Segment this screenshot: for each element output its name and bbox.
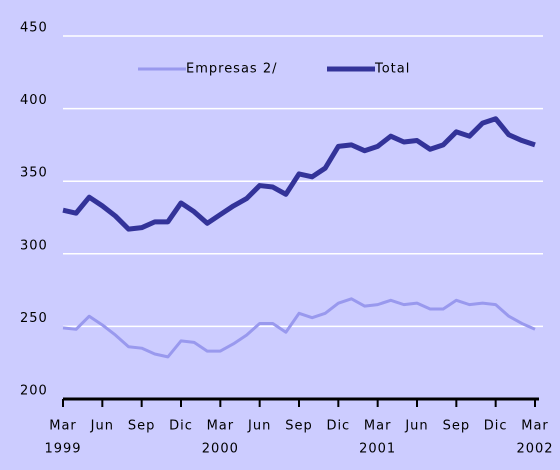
- y-tick-label: 300: [20, 238, 48, 253]
- y-tick-label: 200: [20, 384, 48, 399]
- legend-label: Total: [374, 62, 410, 77]
- x-year-label: 1999: [44, 442, 81, 457]
- legend-label: Empresas 2/: [186, 62, 277, 77]
- series-line: [62, 297, 536, 359]
- x-tick-label: Dic: [169, 419, 193, 434]
- x-year-label: 2001: [359, 442, 396, 457]
- y-tick-label: 250: [20, 311, 48, 326]
- x-year-label: 2000: [202, 442, 239, 457]
- series-line: [62, 116, 536, 232]
- x-tick-label: Jun: [404, 419, 428, 434]
- x-tick-label: Dic: [326, 419, 350, 434]
- x-tick-label: Mar: [49, 419, 77, 434]
- x-tick-label: Mar: [521, 419, 549, 434]
- y-tick-label: 350: [20, 166, 48, 181]
- x-tick-label: Jun: [247, 419, 271, 434]
- x-tick-label: Sep: [285, 419, 313, 434]
- y-tick-label: 400: [20, 93, 48, 108]
- x-tick-label: Sep: [128, 419, 156, 434]
- x-tick-label: Mar: [207, 419, 235, 434]
- x-tick-label: Mar: [364, 419, 392, 434]
- y-tick-label: 450: [20, 21, 48, 36]
- x-tick-label: Sep: [443, 419, 471, 434]
- x-tick-label: Jun: [90, 419, 114, 434]
- x-tick-label: Dic: [484, 419, 508, 434]
- x-year-label: 2002: [516, 442, 553, 457]
